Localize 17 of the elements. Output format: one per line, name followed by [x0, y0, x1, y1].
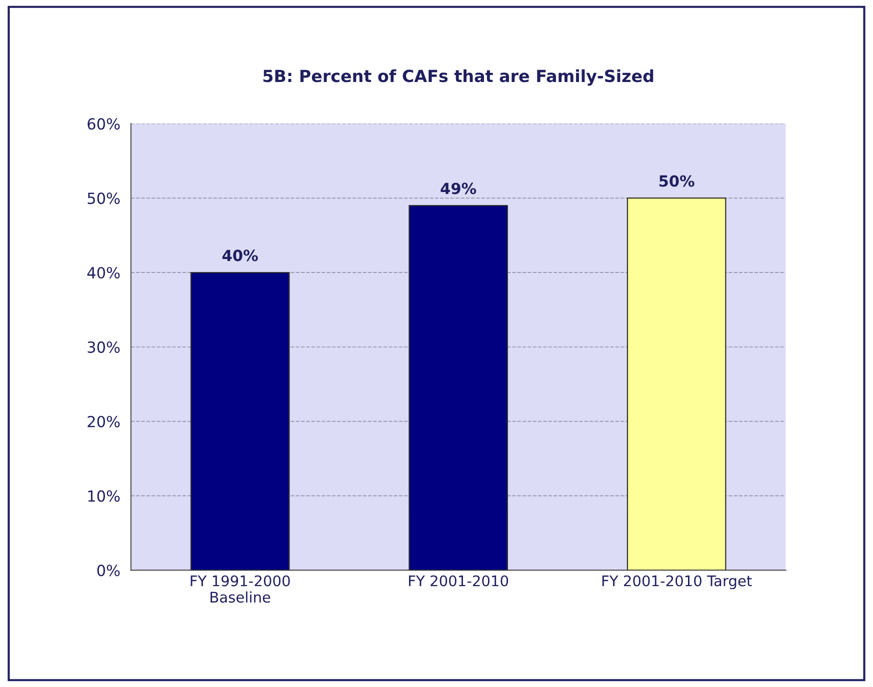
y-tick-label: 40% — [87, 266, 120, 279]
y-tick-label: 30% — [88, 341, 120, 353]
bar — [408, 204, 508, 570]
data-label: 40% — [222, 250, 258, 262]
y-tick-label: 10% — [88, 490, 120, 502]
x-tick-label: FY 1991-2000 Baseline — [190, 575, 290, 603]
y-tick-label: 20% — [88, 416, 120, 428]
y-tick-label: 60% — [88, 118, 120, 130]
data-label: 50% — [659, 175, 694, 187]
x-tick-label: FY 2001-2010 Target — [602, 575, 752, 590]
y-tick-label: 50% — [88, 192, 120, 204]
data-label: 49% — [440, 182, 476, 194]
chart-title: 5B: Percent of CAFs that are Family-Sized — [263, 69, 654, 86]
bar — [190, 272, 290, 570]
x-tick-label: FY 2001-2010 — [409, 575, 508, 586]
bar — [626, 198, 726, 570]
y-tick-label: 0% — [97, 564, 120, 576]
